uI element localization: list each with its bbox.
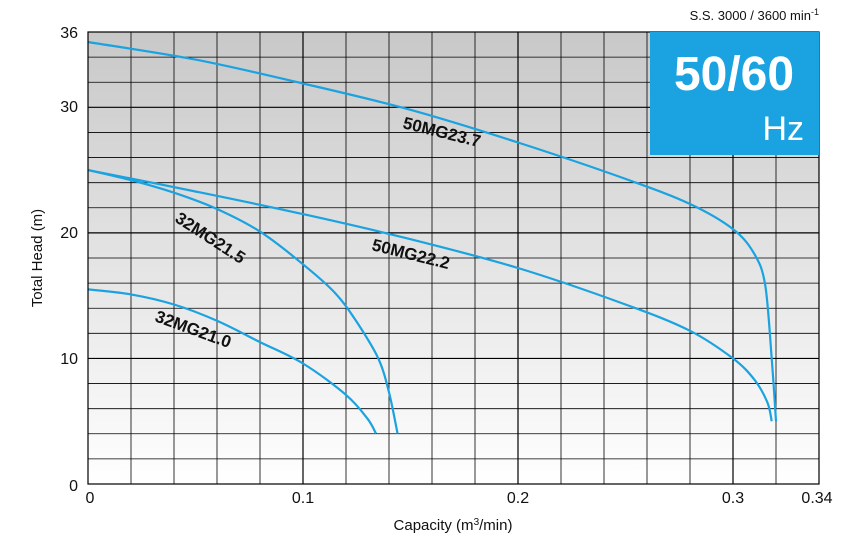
- speed-label: S.S. 3000 / 3600 min-1: [690, 7, 819, 23]
- x-axis-ticks: 0 0.1 0.2 0.3 0.34: [86, 490, 833, 507]
- x-tick-label: 0.1: [292, 490, 314, 507]
- plot-frame: [87, 31, 820, 485]
- frequency-badge: 50/60 Hz: [650, 32, 819, 155]
- y-tick-label: 30: [60, 99, 78, 116]
- frequency-badge-main: 50/60: [674, 48, 794, 101]
- speed-label-exponent: -1: [811, 7, 819, 17]
- frequency-badge-unit: Hz: [762, 110, 804, 148]
- series-line-32mg21-0: [87, 288, 378, 435]
- series-line-50mg23-7: [87, 40, 778, 422]
- series-line-32mg21-5: [87, 169, 399, 435]
- x-tick-label: 0.3: [722, 490, 744, 507]
- frequency-badge-box: [650, 32, 819, 155]
- x-axis-label-text-end: /min): [479, 517, 512, 534]
- series-line-50mg22-2: [87, 169, 773, 422]
- performance-curves: [87, 40, 778, 435]
- y-axis-label: Total Head (m): [29, 209, 46, 307]
- x-tick-label: 0.34: [801, 490, 832, 507]
- x-axis-label-text: Capacity (m: [394, 517, 474, 534]
- y-tick-label: 0: [69, 478, 78, 495]
- x-axis-label: Capacity (m3/min): [394, 517, 513, 534]
- y-tick-label: 20: [60, 225, 78, 242]
- x-axis-label-superscript: 3: [474, 517, 480, 528]
- y-tick-label: 10: [60, 351, 78, 368]
- speed-label-text: S.S. 3000 / 3600 min: [690, 8, 811, 23]
- grid: [88, 32, 819, 484]
- y-axis-ticks: 0 10 20 30 36: [60, 25, 78, 495]
- x-tick-label: 0.2: [507, 490, 529, 507]
- y-tick-label: 36: [60, 25, 78, 42]
- x-tick-label: 0: [86, 490, 95, 507]
